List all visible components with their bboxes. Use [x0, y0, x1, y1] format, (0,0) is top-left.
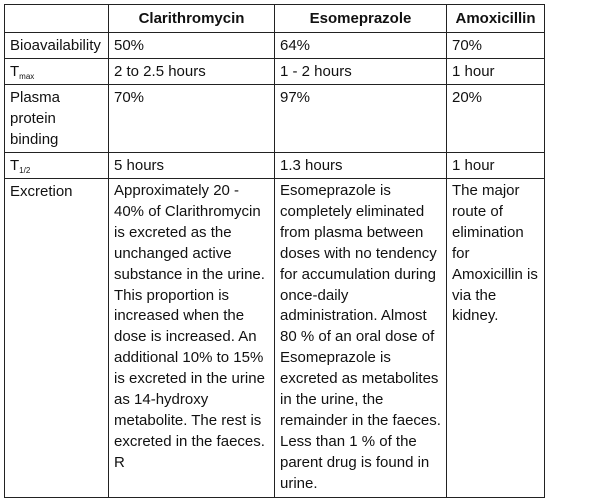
row-label: T1/2 — [4, 152, 109, 179]
row-label-subscript: max — [19, 72, 35, 81]
row-label-main: T — [10, 157, 20, 174]
cell-clarithromycin: 2 to 2.5 hours — [108, 58, 275, 85]
cell-amoxicillin: 1 hour — [446, 58, 545, 85]
header-amoxicillin: Amoxicillin — [446, 4, 545, 33]
cell-amoxicillin: 1 hour — [446, 152, 545, 179]
row-label-subscript: 1/2 — [19, 166, 31, 175]
row-label: Tmax — [4, 58, 109, 85]
row-label: Excretion — [4, 178, 109, 498]
cell-esomeprazole: 97% — [274, 84, 447, 153]
row-label: Bioavailability — [4, 32, 109, 59]
cell-amoxicillin: 70% — [446, 32, 545, 59]
cell-esomeprazole: 1.3 hours — [274, 152, 447, 179]
cell-clarithromycin: 70% — [108, 84, 275, 153]
row-bioavailability: Bioavailability 50% 64% 70% — [4, 32, 545, 59]
row-half-life: T1/2 5 hours 1.3 hours 1 hour — [4, 152, 545, 179]
header-esomeprazole: Esomeprazole — [274, 4, 447, 33]
header-clarithromycin: Clarithromycin — [108, 4, 275, 33]
cell-clarithromycin: 5 hours — [108, 152, 275, 179]
row-label-main: T — [10, 63, 20, 80]
cell-amoxicillin: 20% — [446, 84, 545, 153]
cell-amoxicillin: The major route of elimination for Amoxi… — [446, 178, 545, 498]
header-row: Clarithromycin Esomeprazole Amoxicillin — [4, 4, 545, 33]
cell-esomeprazole: 64% — [274, 32, 447, 59]
cell-esomeprazole: 1 - 2 hours — [274, 58, 447, 85]
cell-clarithromycin: 50% — [108, 32, 275, 59]
row-plasma-protein-binding: Plasma protein binding 70% 97% 20% — [4, 84, 545, 153]
row-label: Plasma protein binding — [4, 84, 109, 153]
row-excretion: Excretion Approximately 20 - 40% of Clar… — [4, 178, 545, 498]
header-empty — [4, 4, 109, 33]
pharmacokinetics-table: Clarithromycin Esomeprazole Amoxicillin … — [4, 4, 545, 498]
cell-clarithromycin: Approximately 20 - 40% of Clarithromycin… — [108, 178, 275, 498]
cell-esomeprazole: Esomeprazole is completely eliminated fr… — [274, 178, 447, 498]
row-tmax: Tmax 2 to 2.5 hours 1 - 2 hours 1 hour — [4, 58, 545, 85]
